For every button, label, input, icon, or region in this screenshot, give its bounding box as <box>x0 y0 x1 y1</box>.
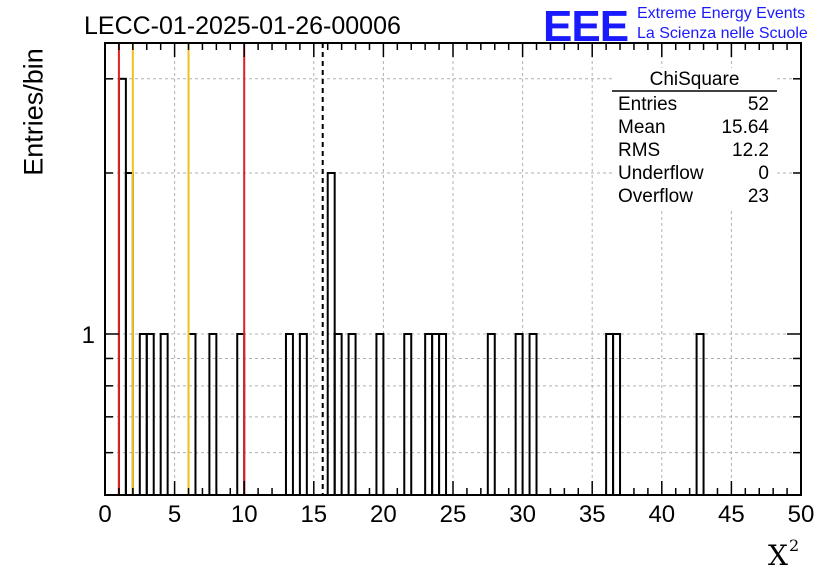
x-tick-label: 0 <box>98 501 111 528</box>
eee-logo: EEE <box>543 2 629 51</box>
stats-row-label: RMS <box>618 140 660 161</box>
x-tick-label: 40 <box>648 501 675 528</box>
y-tick-label: 1 <box>82 322 95 349</box>
x-axis-label: X2 <box>768 536 799 572</box>
x-tick-label: 45 <box>718 501 745 528</box>
chart-title: LECC-01-2025-01-26-00006 <box>84 12 401 40</box>
stats-row-value: 23 <box>748 186 769 207</box>
x-tick-label: 25 <box>440 501 467 528</box>
y-axis-label: Entries/bin <box>18 48 49 176</box>
x-tick-label: 15 <box>300 501 327 528</box>
stats-row-label: Mean <box>618 117 666 138</box>
stats-row-value: 15.64 <box>721 117 769 138</box>
x-axis-label-text: X <box>768 539 788 572</box>
stats-row-value: 12.2 <box>732 140 769 161</box>
stats-row-value: 0 <box>758 163 769 184</box>
logo-line-1: Extreme Energy Events <box>637 5 806 22</box>
logo-line-2: La Scienza nelle Scuole <box>637 25 808 42</box>
x-tick-label: 20 <box>370 501 397 528</box>
histogram-bin <box>117 77 127 497</box>
x-tick-label: 10 <box>231 501 258 528</box>
stats-row-label: Overflow <box>618 186 693 207</box>
stats-row-label: Underflow <box>618 163 704 184</box>
stats-box <box>612 68 777 211</box>
stats-row-label: Entries <box>618 94 677 115</box>
stats-row-value: 52 <box>748 94 769 115</box>
x-axis-label-superscript: 2 <box>788 536 800 555</box>
x-tick-label: 50 <box>788 501 815 528</box>
stats-box-title: ChiSquare <box>650 69 740 90</box>
x-tick-label: 5 <box>168 501 181 528</box>
x-tick-label: 35 <box>579 501 606 528</box>
x-tick-label: 30 <box>509 501 536 528</box>
